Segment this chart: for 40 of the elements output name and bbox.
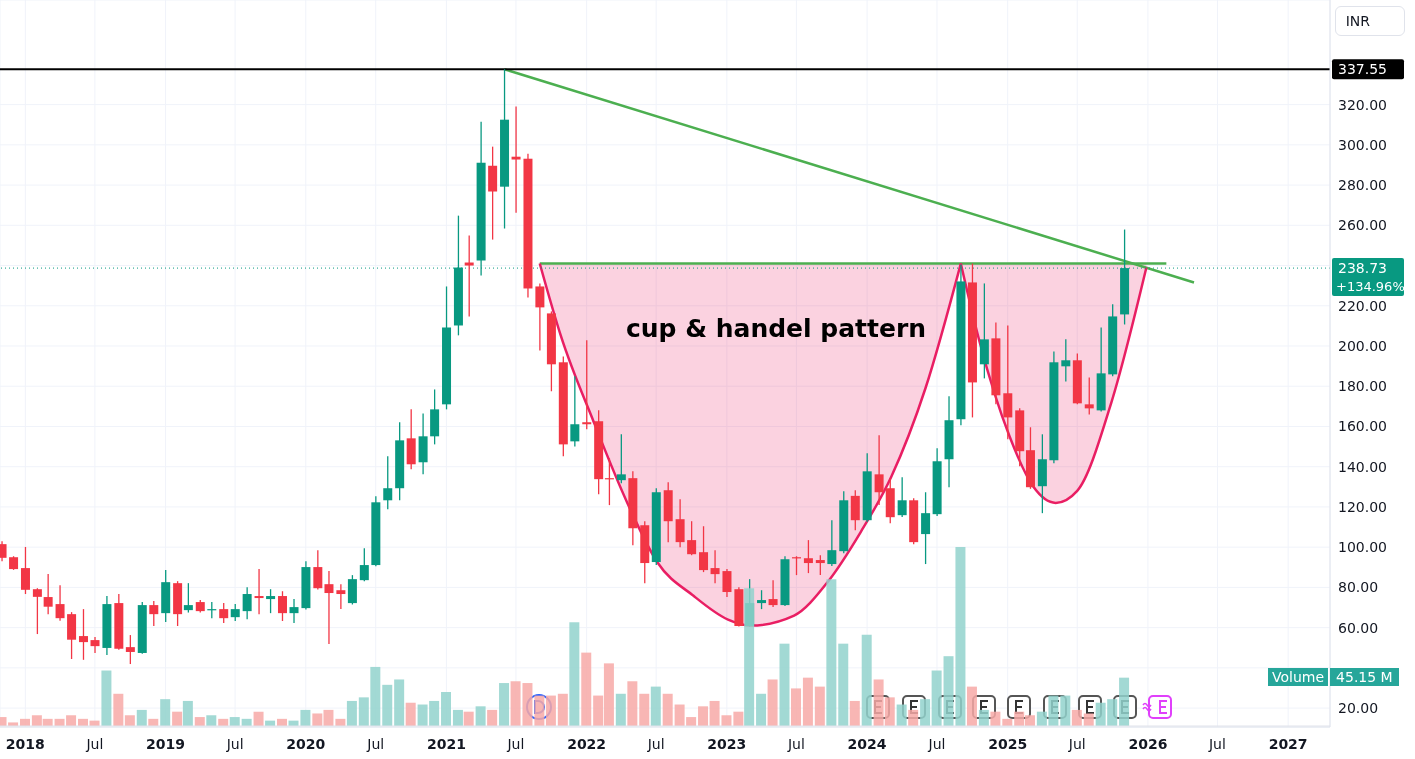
x-tick-label: Jul <box>927 736 946 752</box>
x-tick-label: 2023 <box>707 736 747 752</box>
y-tick-label: 160.00 <box>1338 418 1387 435</box>
y-tick-label: 180.00 <box>1338 378 1387 395</box>
x-tick-label: 2027 <box>1268 736 1308 752</box>
x-tick-label: Jul <box>786 736 805 752</box>
x-tick-label: Jul <box>1207 736 1226 752</box>
y-tick-label: 200.00 <box>1338 337 1387 354</box>
y-tick-label: 300.00 <box>1338 136 1387 153</box>
y-tick-label: 140.00 <box>1338 458 1387 475</box>
annotation: cup & handel pattern <box>626 314 927 343</box>
y-tick-label: 320.00 <box>1338 96 1387 113</box>
text: +134.96% <box>1336 279 1405 295</box>
y-tick-label: 220.00 <box>1338 297 1387 314</box>
x-tick-label: Jul <box>85 736 104 752</box>
x-tick-label: Jul <box>506 736 525 752</box>
y-tick-label: 260.00 <box>1338 217 1387 234</box>
ref-line-label: 238.73 <box>1338 260 1387 277</box>
x-tick-label: Jul <box>225 736 244 752</box>
y-tick-label: 20.00 <box>1338 700 1379 717</box>
x-tick-label: 2020 <box>286 736 326 752</box>
y-tick-label: 80.00 <box>1338 579 1379 596</box>
x-tick-label: 2022 <box>567 736 607 752</box>
y-tick-label: 280.00 <box>1338 177 1387 194</box>
y-tick-label: 120.00 <box>1338 498 1387 515</box>
x-tick-label: 2018 <box>5 736 45 752</box>
x-tick-label: Jul <box>366 736 385 752</box>
y-tick-label: 60.00 <box>1338 619 1379 636</box>
x-tick-label: 2024 <box>847 736 887 752</box>
ref-line-label: 337.55 <box>1338 61 1387 78</box>
text: 45.15 M <box>1330 668 1399 687</box>
annotation: Volume <box>1268 668 1329 687</box>
x-tick-label: 2026 <box>1128 736 1168 752</box>
y-tick-label: 100.00 <box>1338 539 1387 556</box>
x-tick-label: Jul <box>646 736 665 752</box>
x-tick-label: Jul <box>1067 736 1086 752</box>
text: INR <box>1334 6 1405 36</box>
x-tick-label: 2025 <box>988 736 1028 752</box>
x-tick-label: 2019 <box>146 736 186 752</box>
x-tick-label: 2021 <box>426 736 466 752</box>
